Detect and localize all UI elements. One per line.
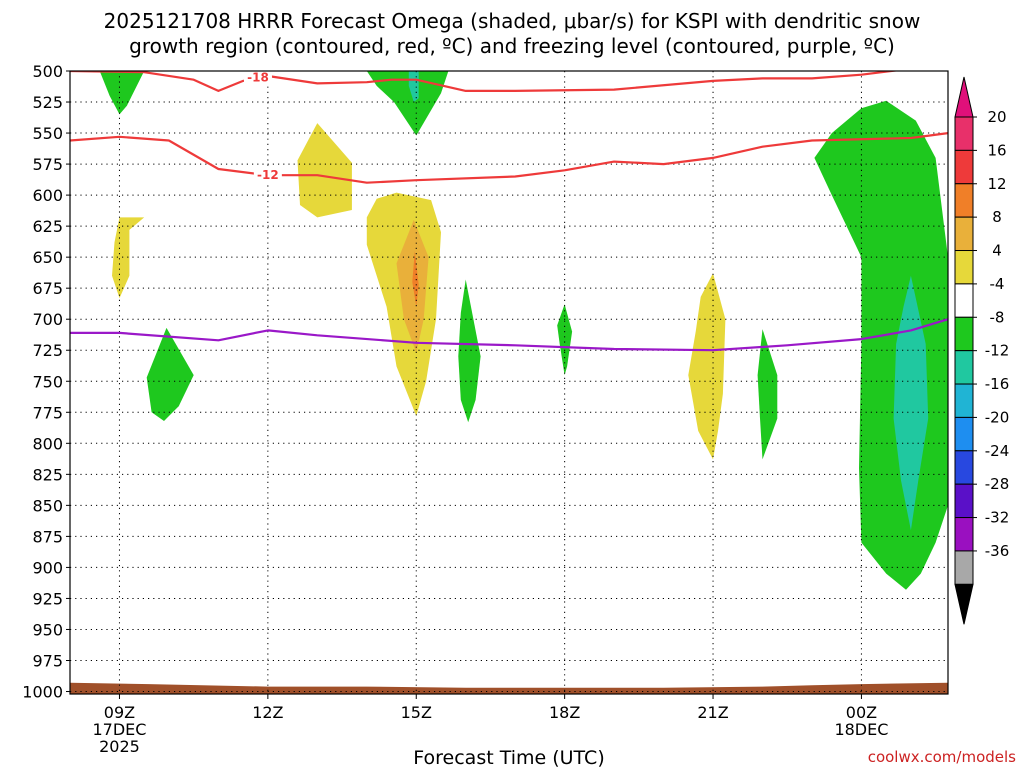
x-axis-label: Forecast Time (UTC) — [413, 747, 604, 768]
colorbar-segment-5 — [954, 283, 974, 318]
x-tick-label-9-0: 09Z — [104, 703, 135, 722]
region-teal-east — [893, 275, 929, 531]
omega-shading — [70, 71, 948, 694]
colorbar-label-5: -4 — [990, 275, 1005, 293]
colorbar: 20 16 12 8 4 -4 -8 -12 -16 -20 -24 -28 -32 -36 — [954, 76, 1010, 625]
colorbar-label-4: 4 — [992, 242, 1002, 260]
y-tick-label-825: 825 — [32, 465, 63, 484]
colorbar-segment-7 — [954, 350, 974, 385]
colorbar-segment-4 — [954, 250, 974, 285]
region-yellow-09z-650 — [112, 217, 145, 299]
grid-lines — [70, 71, 948, 694]
colorbar-label-13: -36 — [985, 542, 1010, 560]
colorbar-segment-11 — [954, 483, 974, 519]
colorbar-segment-2 — [954, 183, 974, 218]
y-tick-label-550: 550 — [32, 124, 63, 143]
y-tick-label-675: 675 — [32, 279, 63, 298]
y-tick-label-850: 850 — [32, 496, 63, 515]
y-tick-label-525: 525 — [32, 93, 63, 112]
x-tick-label-24-0: 00Z — [846, 703, 877, 722]
region-red-15z — [412, 251, 419, 307]
y-tick-label-600: 600 — [32, 186, 63, 205]
y-tick-label-725: 725 — [32, 341, 63, 360]
region-green-top-09z — [99, 71, 145, 115]
colorbar-label-11: -28 — [985, 475, 1010, 493]
chart-title-line1: 2025121708 HRRR Forecast Omega (shaded, … — [104, 9, 921, 33]
x-tick-label-12-0: 12Z — [252, 703, 283, 722]
colorbar-label-10: -24 — [985, 442, 1010, 460]
contour-freezing-level — [70, 318, 948, 352]
contour-label--18: -18 — [247, 70, 269, 84]
y-tick-label-875: 875 — [32, 527, 63, 546]
region-orange-15z — [396, 219, 429, 353]
region-green-09z-750 — [146, 327, 194, 421]
colorbar-segment-1 — [954, 149, 974, 185]
y-tick-label-775: 775 — [32, 403, 63, 422]
contour-label-bg--12 — [253, 167, 282, 182]
colorbar-segment-10 — [954, 450, 974, 485]
credit-text: coolwx.com/models — [868, 748, 1016, 766]
y-tick-label-900: 900 — [32, 558, 63, 577]
colorbar-segment-6 — [954, 316, 974, 352]
x-tick-label-9-2: 2025 — [99, 737, 140, 756]
colorbar-segment-8 — [954, 383, 974, 418]
region-green-15z-top — [366, 71, 449, 136]
colorbar-label-0: 20 — [987, 108, 1006, 126]
x-tick-label-9-1: 17DEC — [92, 720, 146, 739]
y-tick-label-700: 700 — [32, 310, 63, 329]
y-tick-label-750: 750 — [32, 372, 63, 391]
y-axis: 500 525 550 575 600 625 650 675 700 725 750 775 800 8… — [22, 62, 70, 702]
colorbar-label-6: -8 — [990, 308, 1005, 326]
colorbar-segment-13 — [954, 550, 974, 585]
colorbar-segment-0 — [954, 116, 974, 151]
region-green-22z — [757, 329, 778, 460]
colorbar-label-12: -32 — [985, 509, 1010, 527]
contour--18 — [70, 71, 901, 93]
colorbar-segment-12 — [954, 517, 974, 552]
x-tick-label-24-1: 18DEC — [834, 720, 888, 739]
contour--12 — [70, 132, 948, 184]
y-tick-label-975: 975 — [32, 651, 63, 670]
y-tick-label-925: 925 — [32, 589, 63, 608]
contour-label-bg--18 — [243, 71, 272, 84]
colorbar-segment-3 — [954, 216, 974, 252]
region-green-18z — [557, 304, 573, 376]
x-tick-label-18-0: 18Z — [549, 703, 580, 722]
plot-background — [70, 71, 948, 694]
y-tick-label-800: 800 — [32, 434, 63, 453]
y-tick-label-1000: 1000 — [22, 683, 63, 702]
colorbar-bottom-arrow — [954, 583, 974, 625]
y-tick-label-625: 625 — [32, 217, 63, 236]
colorbar-label-8: -16 — [985, 375, 1010, 393]
colorbar-segment-9 — [954, 416, 974, 452]
x-tick-label-15-0: 15Z — [401, 703, 432, 722]
contour-label--12: -12 — [257, 168, 279, 182]
colorbar-top-arrow — [954, 76, 974, 118]
contour-lines: -18 -12 — [70, 70, 948, 352]
colorbar-label-9: -20 — [985, 408, 1010, 426]
y-tick-label-950: 950 — [32, 620, 63, 639]
region-yellow-13z-580 — [297, 123, 352, 218]
chart-title-line2: growth region (contoured, red, ºC) and f… — [129, 34, 895, 58]
colorbar-label-3: 8 — [992, 208, 1002, 226]
region-yellow-21z — [688, 273, 726, 460]
colorbar-label-2: 12 — [987, 175, 1006, 193]
y-tick-label-500: 500 — [32, 62, 63, 81]
x-tick-label-21-0: 21Z — [697, 703, 728, 722]
colorbar-label-1: 16 — [987, 141, 1006, 159]
colorbar-label-7: -12 — [985, 342, 1010, 360]
y-tick-label-575: 575 — [32, 155, 63, 174]
y-tick-label-650: 650 — [32, 248, 63, 267]
region-green-16z — [458, 279, 481, 423]
plot-frame — [69, 70, 949, 695]
